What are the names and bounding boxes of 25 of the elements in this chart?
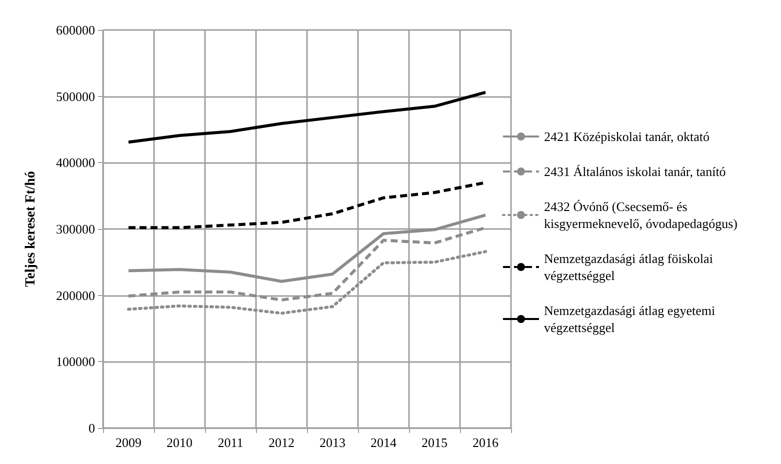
y-tick-label: 400000: [56, 155, 95, 170]
legend-label: Nemzetgazdasági átlag egyetemi végzettséggel: [544, 303, 718, 335]
legend-label: Nemzetgazdasági átlag föiskolai végzettséggel: [544, 251, 716, 283]
x-tick-label: 2010: [166, 435, 192, 450]
y-tick-label: 500000: [56, 88, 95, 104]
x-tick-label: 2011: [218, 435, 244, 450]
y-tick-label: 100000: [56, 354, 95, 370]
y-tick-label: 200000: [56, 288, 95, 303]
line-series: [127, 90, 487, 144]
x-tick-label: 2012: [268, 435, 294, 450]
x-tick-label: 2014: [370, 435, 397, 450]
legend-label: 2421 Középiskolai tanár, oktató: [544, 129, 710, 144]
x-tick-label: 2013: [320, 435, 346, 450]
y-tick-label: 600000: [56, 22, 95, 38]
legend-label: 2431 Általános iskolai tanár, tanító: [544, 164, 726, 179]
y-axis-title: Teljes kereset Ft/hó: [24, 171, 38, 287]
x-tick-label: 2016: [472, 435, 499, 450]
y-tick-label: 300000: [56, 222, 95, 236]
line-series: [127, 250, 487, 315]
line-series: [127, 226, 487, 302]
x-tick-label: 2015: [422, 435, 448, 450]
x-tick-label: 2009: [116, 435, 142, 450]
legend-label: 2432 Óvónő (Csecsemő- és kisgyermeknevelő, óvodapedagógus): [544, 199, 738, 231]
y-tick-label: 0: [88, 420, 95, 436]
line-series: [127, 214, 487, 283]
